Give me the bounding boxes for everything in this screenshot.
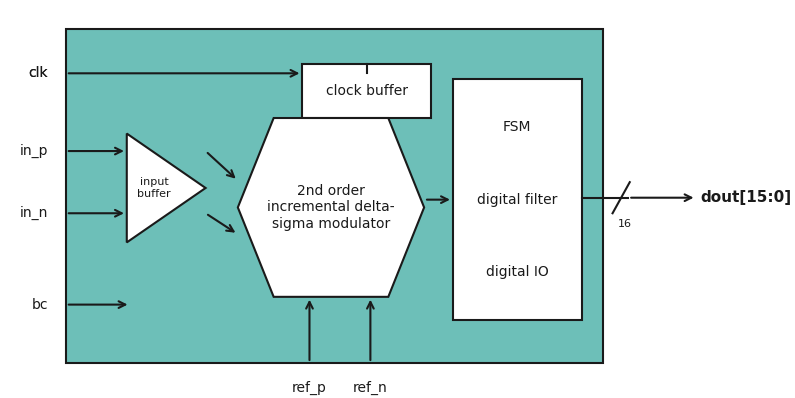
FancyBboxPatch shape	[66, 29, 603, 363]
Text: clock buffer: clock buffer	[326, 84, 408, 98]
Text: dout[15:0]: dout[15:0]	[700, 190, 791, 205]
Text: digital IO: digital IO	[486, 265, 549, 279]
Polygon shape	[126, 134, 206, 242]
Text: digital filter: digital filter	[477, 193, 557, 207]
Text: in_p: in_p	[19, 144, 48, 158]
Text: FSM: FSM	[503, 120, 532, 135]
FancyBboxPatch shape	[302, 64, 432, 118]
FancyBboxPatch shape	[453, 79, 582, 320]
Text: in_n: in_n	[20, 206, 48, 220]
Text: bc: bc	[32, 298, 48, 312]
Text: clk: clk	[29, 66, 48, 80]
Text: input
buffer: input buffer	[138, 177, 171, 199]
Text: ref_p: ref_p	[292, 380, 327, 394]
Text: 2nd order
incremental delta-
sigma modulator: 2nd order incremental delta- sigma modul…	[267, 184, 395, 230]
Text: ref_n: ref_n	[353, 380, 388, 394]
Text: 16: 16	[618, 219, 632, 229]
Polygon shape	[238, 118, 424, 297]
Text: clk: clk	[29, 66, 48, 80]
